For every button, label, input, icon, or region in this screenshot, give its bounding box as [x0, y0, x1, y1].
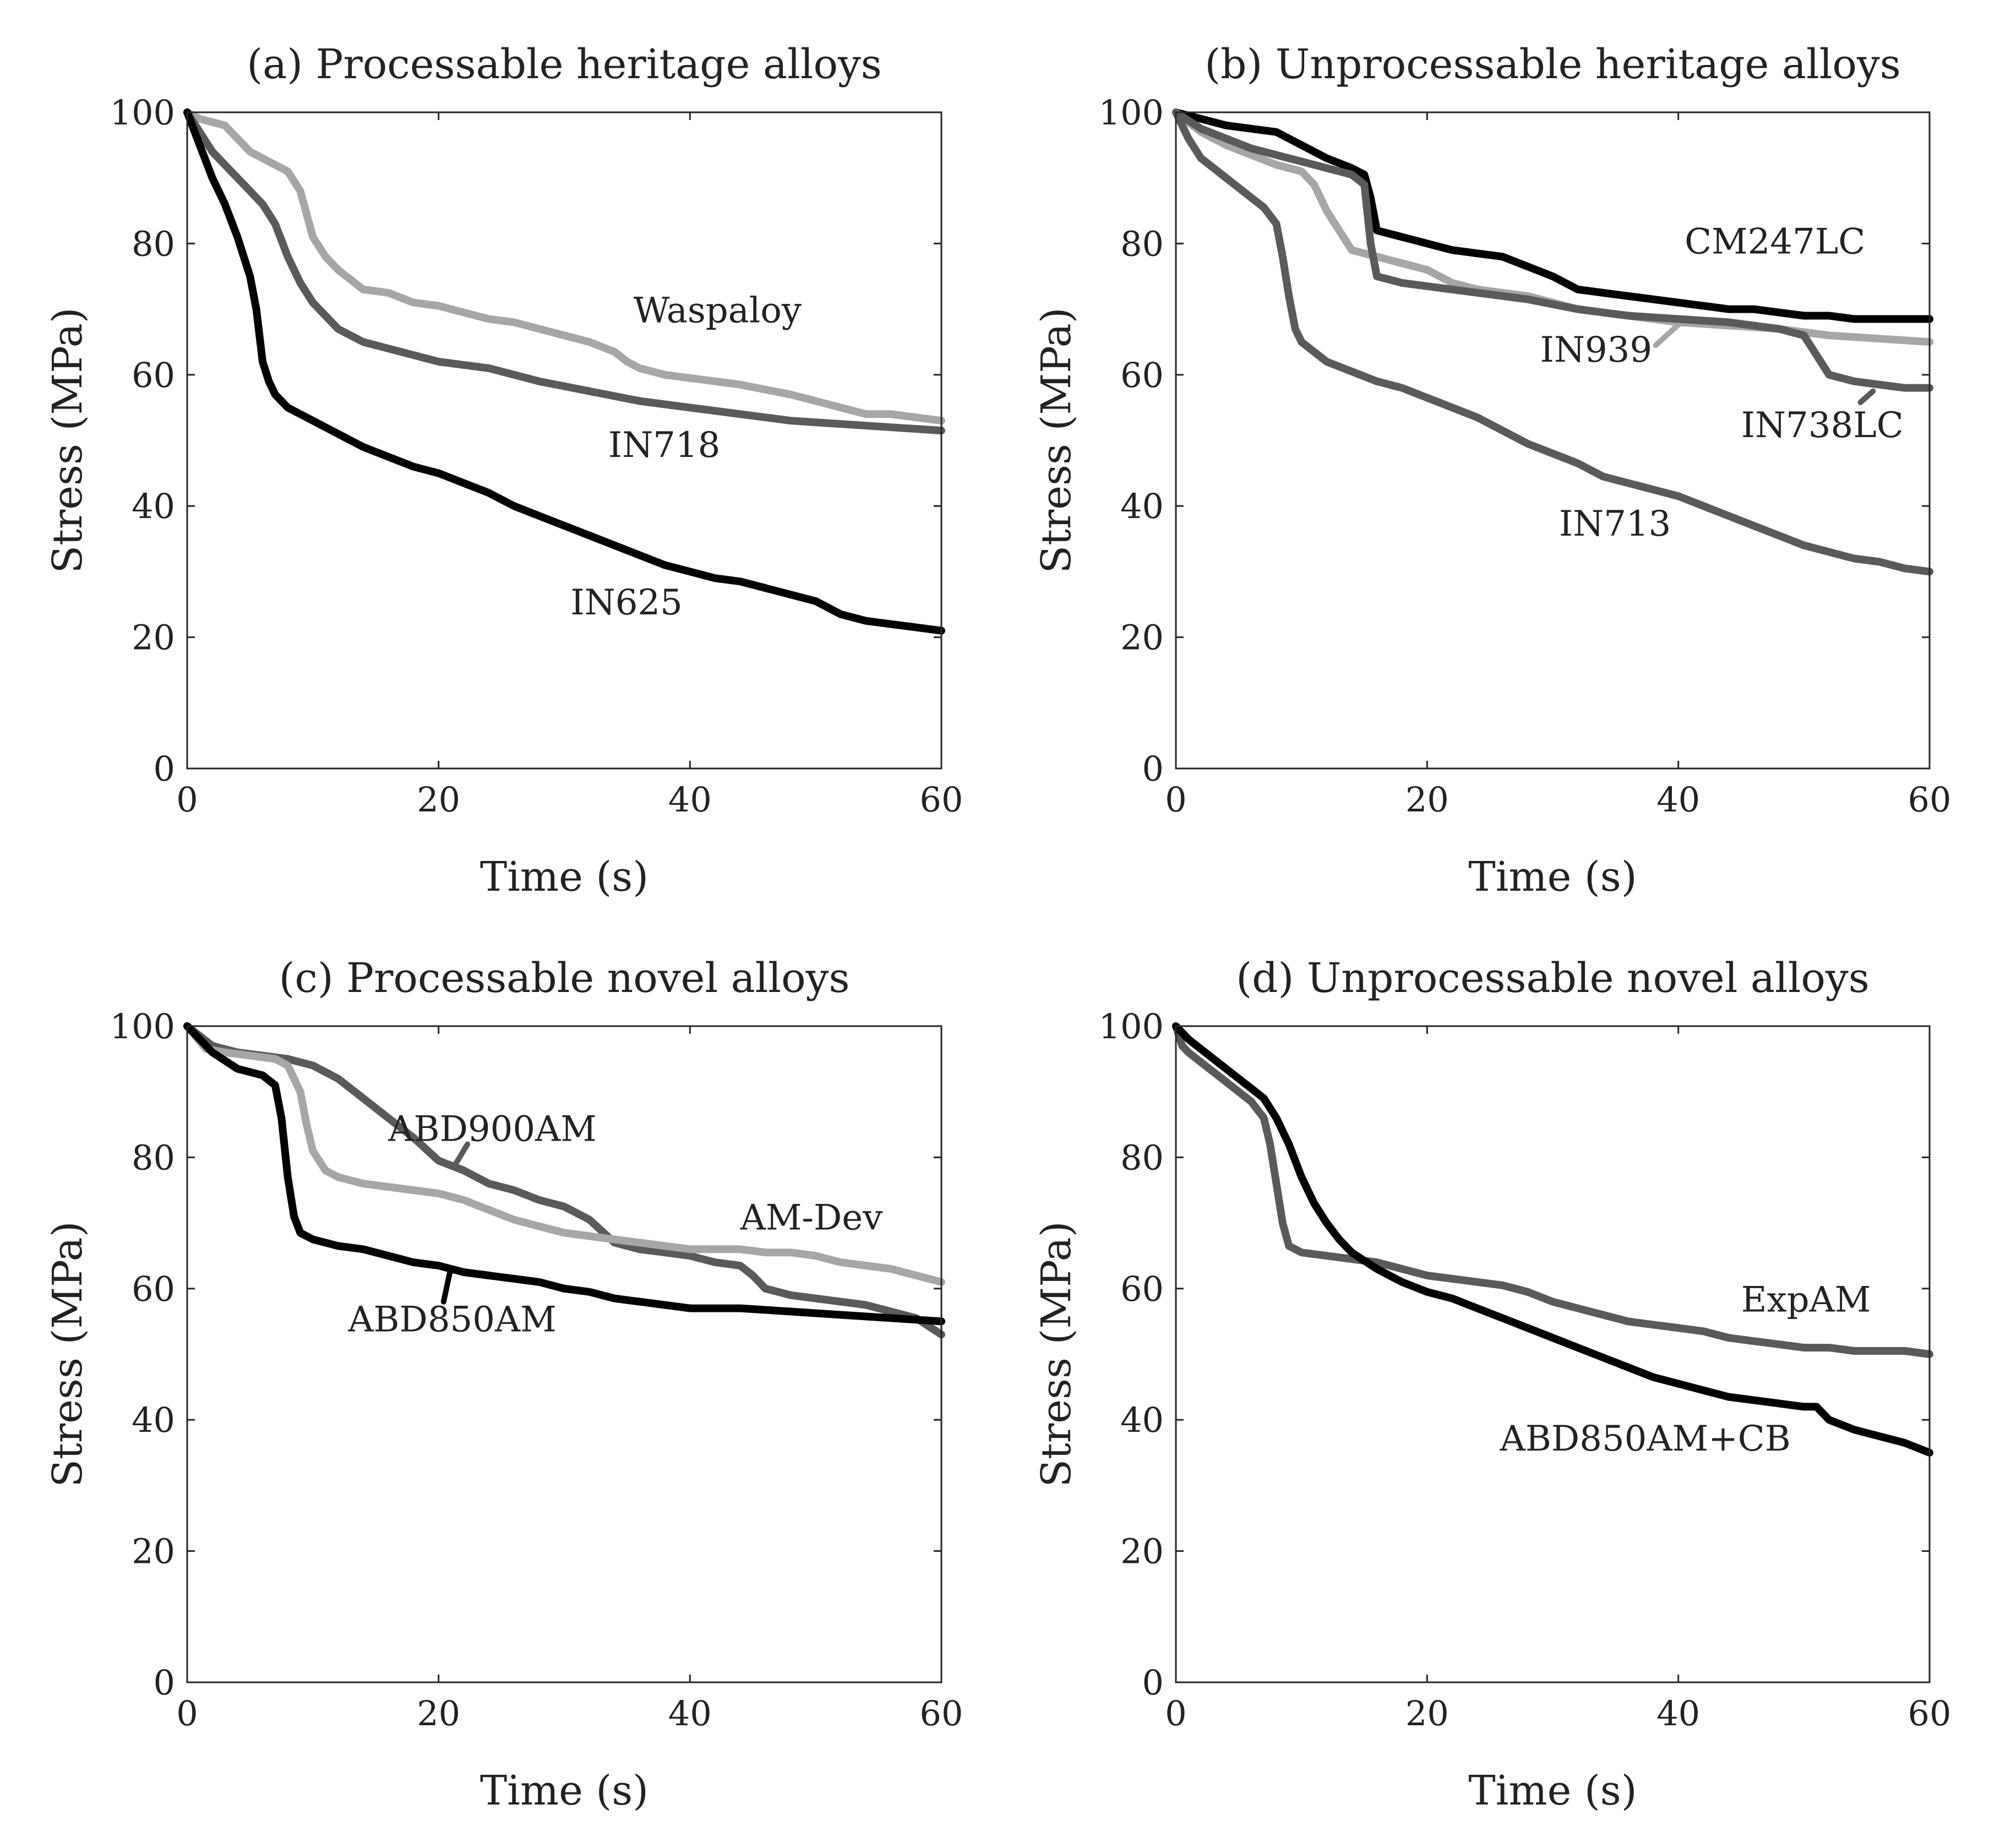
y-tick-label: 60	[132, 355, 175, 395]
series-label-am-dev: AM-Dev	[740, 1198, 883, 1239]
x-axis-label: Time (s)	[1468, 853, 1637, 901]
series-line-am-dev	[183, 1022, 945, 1286]
y-tick-label: 0	[154, 1662, 175, 1703]
y-tick-label: 20	[1120, 1531, 1164, 1572]
y-tick-label: 100	[1099, 1006, 1164, 1046]
panel-c: 0 20 40 60 0 20 40 60 80 100 (c) Processable novel…	[44, 955, 963, 1814]
y-axis-label: Stress (MPa)	[1033, 307, 1080, 573]
series-line-cm247lc	[1172, 108, 1933, 323]
panel-title: (d) Unprocessable novel alloys	[1236, 955, 1869, 1002]
panel-title: (c) Processable novel alloys	[279, 955, 850, 1002]
leader-line-in939	[1653, 316, 1688, 348]
series-label-in625: IN625	[570, 582, 682, 623]
x-tick-label: 20	[1405, 779, 1449, 820]
plot-frame	[1175, 1025, 1931, 1683]
y-tick-label: 0	[1142, 1662, 1164, 1703]
panel-title: (a) Processable heritage alloys	[247, 41, 882, 88]
leader-line-in738lc	[1857, 388, 1876, 405]
series-label-cm247lc: CM247LC	[1685, 221, 1865, 262]
x-tick-label: 40	[668, 779, 712, 820]
y-tick-label: 80	[1120, 223, 1164, 264]
series-label-abd850am-cb: ABD850AM+CB	[1500, 1419, 1791, 1459]
y-axis-label: Stress (MPa)	[1033, 1221, 1080, 1487]
series-line-waspaloy	[183, 108, 945, 425]
y-tick-label: 100	[110, 1006, 175, 1046]
leader-line-abd850am	[440, 1269, 453, 1305]
y-tick-label: 60	[1120, 355, 1164, 395]
leader-line-abd900am	[451, 1141, 471, 1170]
series-label-expam: ExpAM	[1741, 1280, 1871, 1321]
series-line-in625	[183, 108, 945, 635]
y-axis-label: Stress (MPa)	[44, 307, 91, 573]
y-tick-label: 20	[1120, 618, 1164, 658]
series-label-in718: IN718	[608, 425, 720, 466]
y-tick-label: 80	[132, 223, 175, 264]
x-tick-label: 60	[1908, 779, 1952, 820]
y-tick-label: 60	[1120, 1269, 1164, 1309]
y-tick-label: 100	[1099, 92, 1164, 133]
y-tick-label: 60	[132, 1269, 175, 1309]
plot-frame	[186, 1025, 942, 1683]
series-line-abd850am-cb	[1172, 1022, 1933, 1457]
x-tick-label: 0	[1165, 1693, 1186, 1733]
x-tick-label: 60	[920, 1693, 963, 1733]
x-axis-label: Time (s)	[1468, 1767, 1637, 1814]
y-tick-label: 100	[110, 92, 175, 133]
series-label-waspaloy: Waspaloy	[634, 290, 802, 331]
panel-b: 0 20 40 60 0 20 40 60 80 100 (b) Unprocessable her…	[1033, 41, 1951, 901]
x-tick-label: 0	[176, 1693, 198, 1733]
y-tick-label: 20	[132, 618, 175, 658]
y-tick-label: 40	[132, 1400, 175, 1440]
series-line-abd850am	[183, 1022, 945, 1326]
x-tick-label: 60	[1908, 1693, 1952, 1733]
plot-frame	[1175, 111, 1931, 770]
series-line-expam	[1172, 1022, 1933, 1358]
x-tick-label: 20	[417, 1693, 460, 1733]
series-label-abd900am: ABD900AM	[388, 1109, 596, 1150]
y-tick-label: 40	[1120, 486, 1164, 526]
y-tick-label: 40	[1120, 1400, 1164, 1440]
y-tick-label: 0	[1142, 749, 1164, 789]
series-line-in713	[1172, 108, 1933, 576]
plot-frame	[186, 111, 942, 770]
x-tick-label: 0	[1165, 779, 1186, 820]
x-axis-label: Time (s)	[480, 853, 649, 901]
series-label-abd850am: ABD850AM	[347, 1299, 556, 1340]
panel-d: 0 20 40 60 0 20 40 60 80 100 (d) Unprocessable nov…	[1033, 955, 1951, 1814]
y-tick-label: 80	[132, 1137, 175, 1178]
x-axis-label: Time (s)	[480, 1767, 649, 1814]
x-tick-label: 60	[920, 779, 963, 820]
y-axis-label: Stress (MPa)	[44, 1221, 91, 1487]
x-tick-label: 20	[1405, 1693, 1449, 1733]
series-line-in718	[183, 108, 945, 435]
series-label-in713: IN713	[1559, 504, 1671, 544]
x-tick-label: 40	[1656, 779, 1700, 820]
x-tick-label: 20	[417, 779, 460, 820]
y-tick-label: 40	[132, 486, 175, 526]
x-tick-label: 0	[176, 779, 198, 820]
series-line-in738lc	[1172, 108, 1933, 392]
x-tick-label: 40	[1656, 1693, 1700, 1733]
y-tick-label: 20	[132, 1531, 175, 1572]
panel-title: (b) Unprocessable heritage alloys	[1205, 41, 1900, 88]
series-line-abd900am	[183, 1022, 945, 1339]
series-label-in738lc: IN738LC	[1741, 405, 1904, 446]
x-tick-label: 40	[668, 1693, 712, 1733]
panel-a: 0 20 40 60 0 20 40 60 80 100 (a) Processable herit…	[44, 41, 963, 901]
y-tick-label: 80	[1120, 1137, 1164, 1178]
y-tick-label: 0	[154, 749, 175, 789]
series-label-in939: IN939	[1540, 330, 1652, 370]
